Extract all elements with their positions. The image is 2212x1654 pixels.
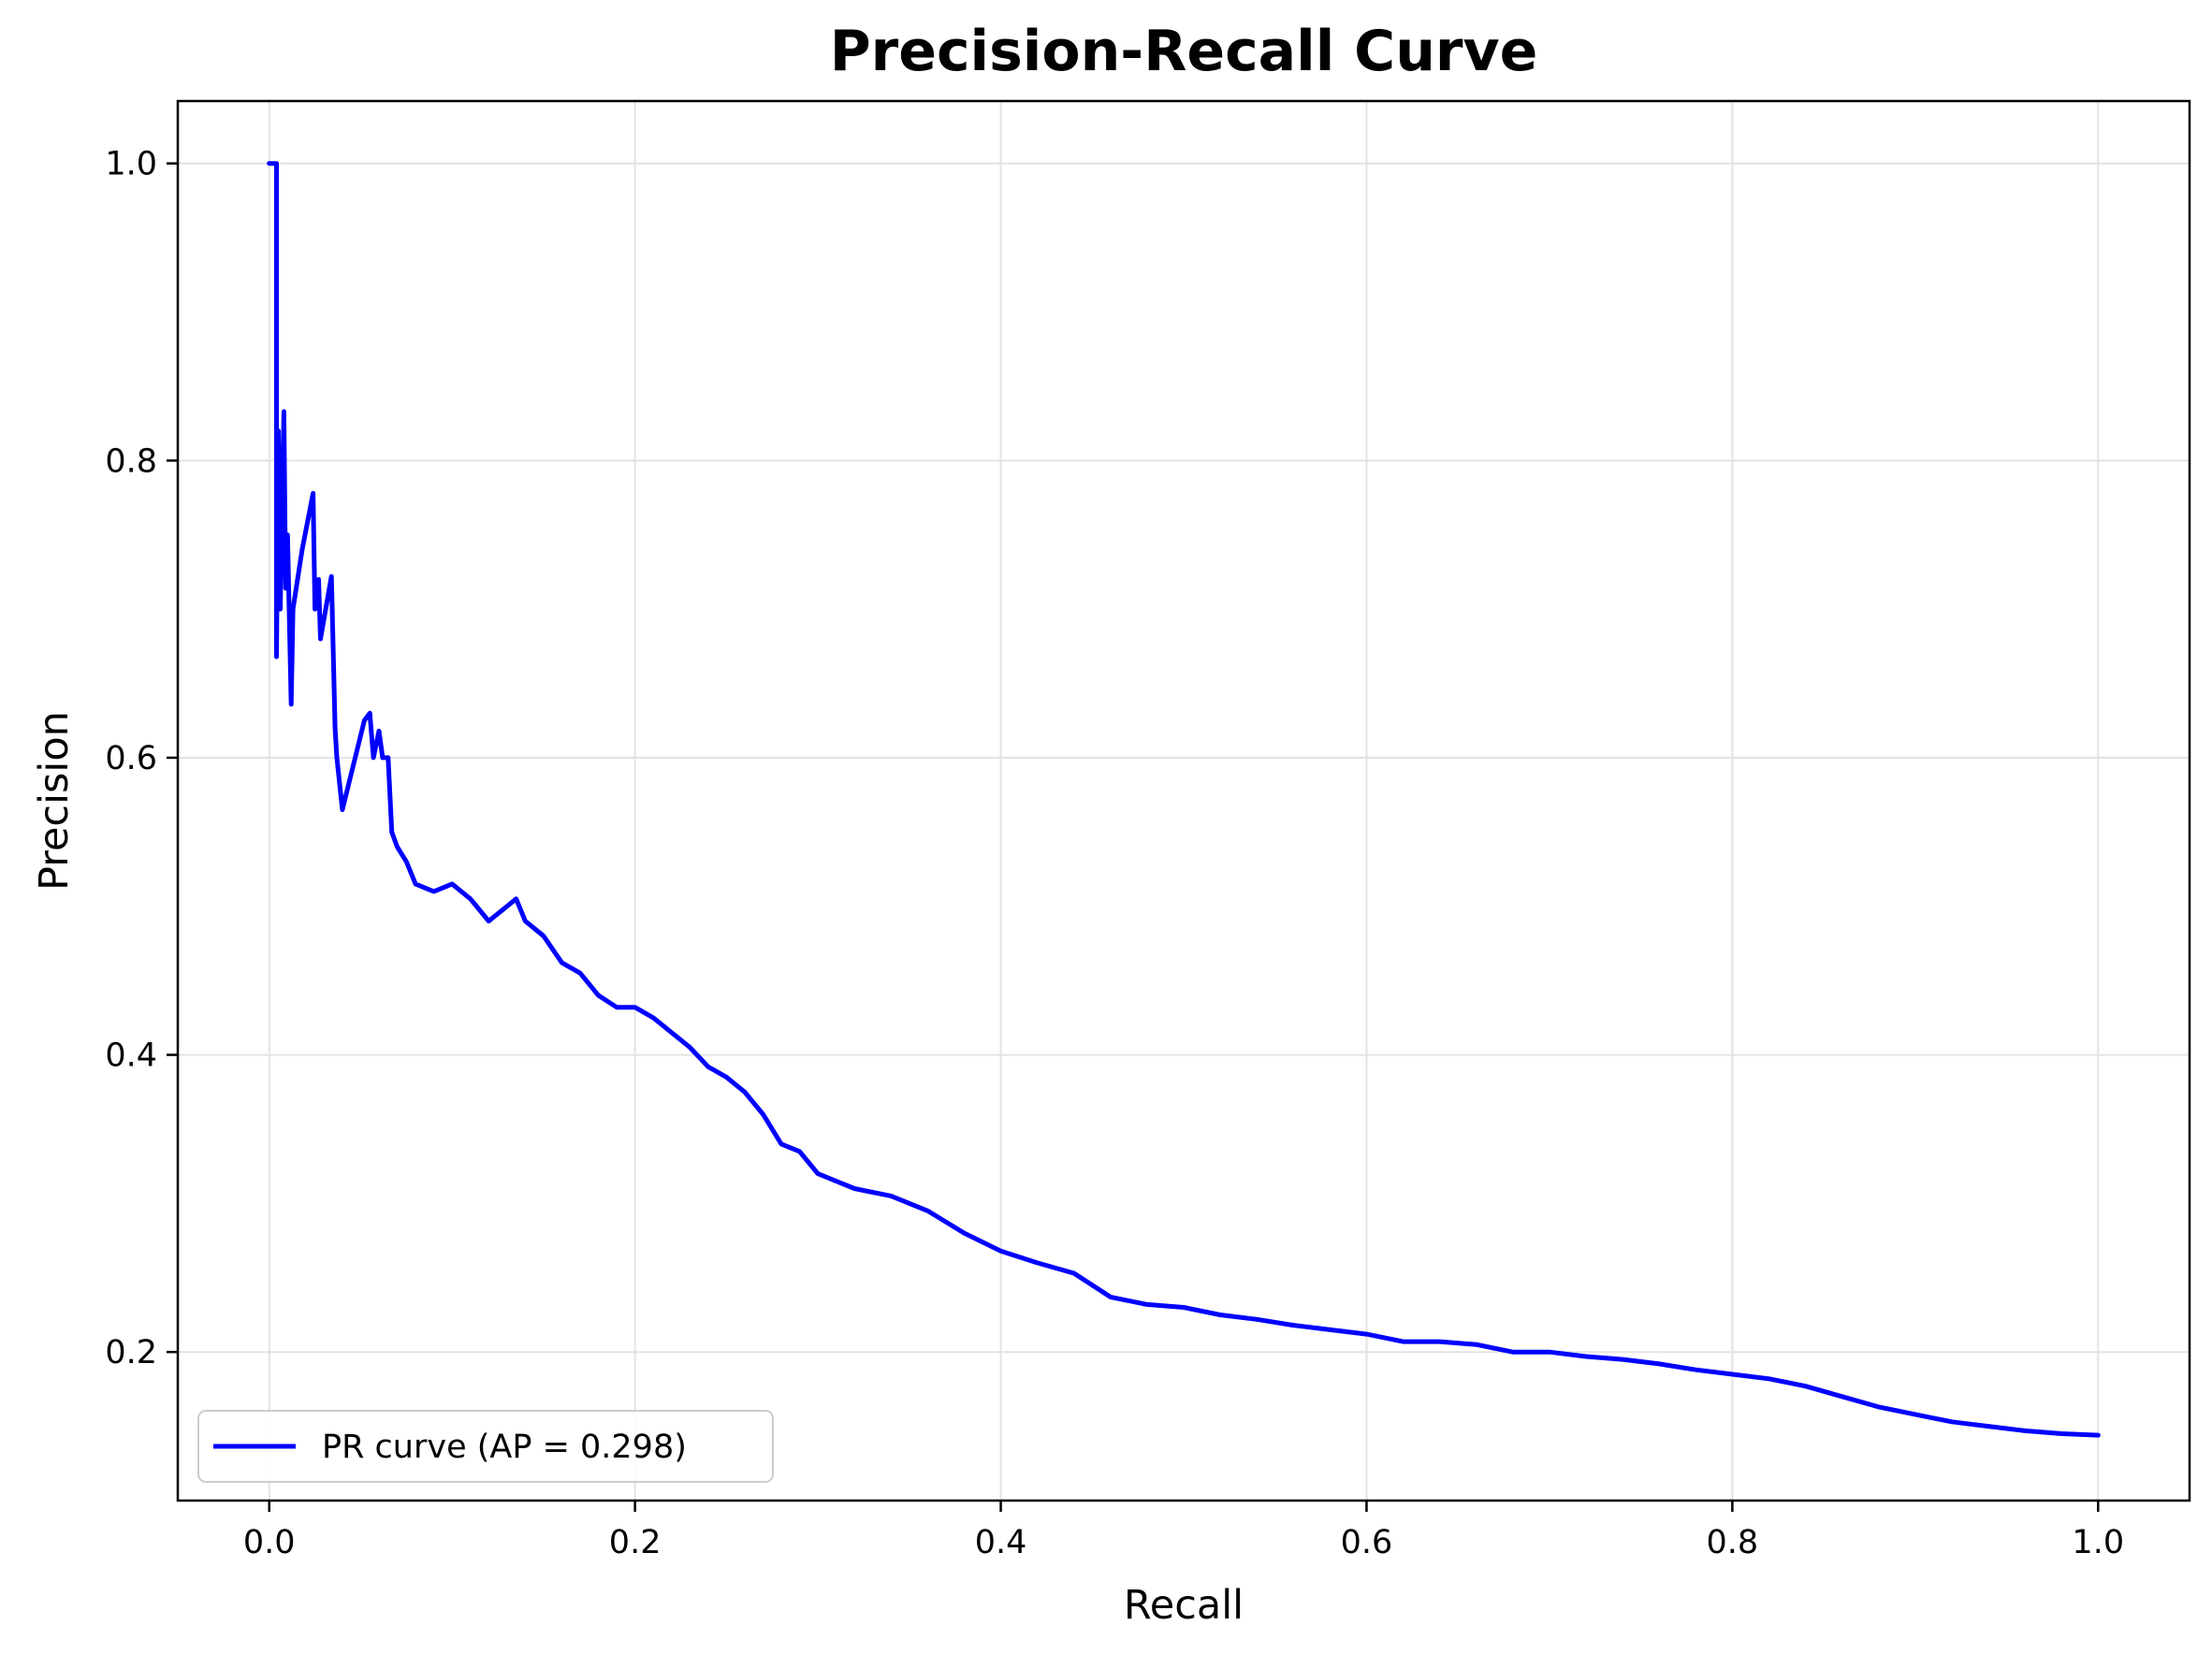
legend: PR curve (AP = 0.298) (197, 1410, 774, 1483)
y-tick-label: 0.8 (105, 443, 157, 480)
y-tick-label: 0.6 (105, 740, 157, 777)
x-tick-label: 0.2 (609, 1524, 662, 1561)
x-axis-label: Recall (1124, 1582, 1244, 1629)
x-tick-label: 0.8 (1707, 1524, 1759, 1561)
grid (178, 101, 2190, 1501)
series-layer (267, 161, 2101, 1438)
y-tick-label: 0.2 (105, 1334, 157, 1371)
legend-box (197, 1410, 774, 1483)
x-tick-label: 0.0 (243, 1524, 296, 1561)
x-tick-label: 0.4 (975, 1524, 1027, 1561)
chart-title: Precision-Recall Curve (830, 19, 1538, 84)
legend-label: PR curve (AP = 0.298) (322, 1429, 687, 1466)
x-tick-label: 0.6 (1341, 1524, 1393, 1561)
plot-frame (176, 99, 2191, 1502)
pr-curve-line (267, 161, 2101, 1438)
y-tick-label: 0.4 (105, 1037, 157, 1075)
ticks: 0.0 0.2 0.4 0.6 0.8 1.0 0.2 0.4 0.6 0.8 1.0 (105, 146, 2124, 1561)
x-tick-label: 1.0 (2072, 1524, 2124, 1561)
y-tick-label: 1.0 (105, 146, 157, 183)
y-axis-label: Precision (31, 711, 78, 891)
